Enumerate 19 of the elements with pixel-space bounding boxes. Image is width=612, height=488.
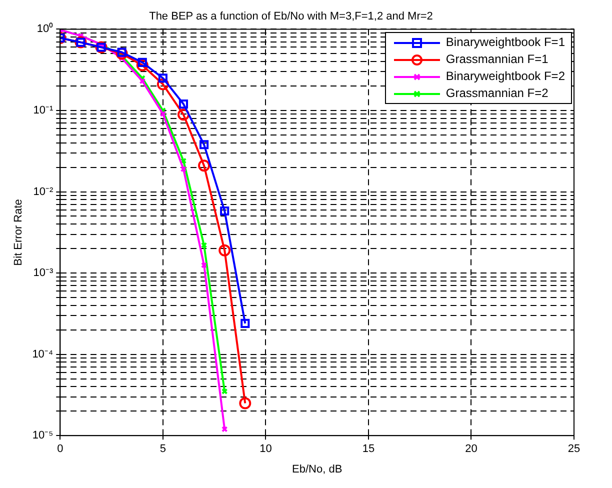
chart-title: The BEP as a function of Eb/No with M=3,F=1,2 and Mr=2 — [149, 10, 433, 23]
y-tick-label: 10⁻² — [33, 186, 54, 198]
y-tick-label: 10⁰ — [36, 22, 54, 36]
legend-label: Binaryweightbook F=2 — [446, 68, 565, 85]
x-tick-label: 25 — [568, 443, 580, 456]
y-axis-title: Bit Error Rate — [12, 199, 25, 266]
x-axis-title: Eb/No, dB — [292, 463, 342, 476]
x-tick-label: 10 — [260, 443, 272, 456]
x-tick-label: 0 — [57, 443, 64, 456]
y-tick-label: 10⁻¹ — [33, 104, 54, 117]
y-tick-label: 10⁻⁴ — [32, 348, 54, 360]
legend-label: Grassmannian F=2 — [446, 85, 548, 102]
legend-label: Binaryweightbook F=1 — [446, 34, 565, 51]
legend-label: Grassmannian F=1 — [446, 51, 548, 68]
y-tick-label: 10⁻⁵ — [32, 430, 54, 442]
y-tick-label: 10⁻³ — [33, 267, 54, 280]
x-tick-label: 5 — [160, 443, 166, 456]
x-tick-label: 20 — [465, 443, 478, 456]
x-tick-label: 15 — [362, 443, 375, 456]
